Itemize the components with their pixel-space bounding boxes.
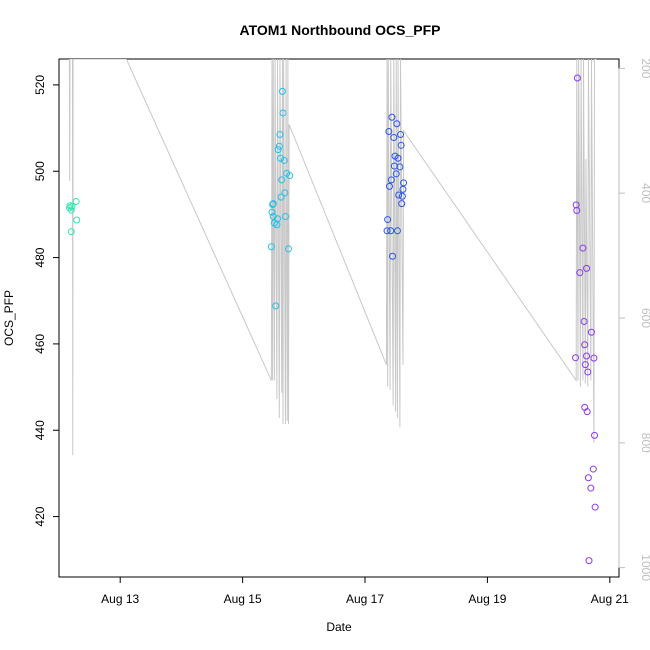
data-point [388, 113, 396, 121]
data-point [72, 197, 80, 205]
data-point [400, 179, 408, 187]
plot-frame [58, 58, 620, 578]
data-point [579, 244, 587, 252]
data-point [268, 208, 276, 216]
data-point [383, 227, 391, 235]
data-point [587, 328, 595, 336]
y-axis-label: OCS_PFP [2, 290, 16, 346]
data-point [67, 228, 75, 236]
data-point [399, 185, 407, 193]
y-tick-label: 460 [33, 334, 47, 354]
data-point [583, 264, 591, 272]
data-point [279, 109, 287, 117]
data-point [286, 172, 294, 180]
y2-tick-label: 200 [639, 58, 650, 78]
y-axis-left: 420 440 460 480 500 520 [33, 75, 60, 527]
data-point [269, 200, 277, 208]
data-point [585, 557, 593, 565]
data-point [583, 408, 591, 416]
data-point [583, 352, 591, 360]
y-tick-label: 440 [33, 420, 47, 440]
data-point [591, 503, 599, 511]
x-tick-label: Aug 21 [591, 592, 629, 606]
data-point [281, 189, 289, 197]
data-point [397, 131, 405, 139]
y-tick-label: 500 [33, 161, 47, 181]
data-point [389, 252, 397, 260]
data-point [591, 431, 599, 439]
data-point [397, 141, 405, 149]
data-point [285, 245, 293, 253]
data-point [276, 131, 284, 139]
pressure-trace-layer [68, 59, 597, 456]
data-point [275, 142, 283, 150]
data-point [385, 128, 393, 136]
data-point [584, 474, 592, 482]
data-points-layer [65, 74, 599, 565]
x-axis-label: Date [326, 620, 352, 634]
data-point [587, 484, 595, 492]
data-point [269, 213, 277, 221]
pressure-line [68, 59, 597, 456]
data-point [398, 200, 406, 208]
data-point [385, 182, 393, 190]
data-point [573, 207, 581, 215]
y-axis-right: 200 400 600 800 1000 [618, 58, 650, 581]
data-point [269, 200, 277, 208]
y-tick-label: 420 [33, 506, 47, 526]
data-point [281, 213, 289, 221]
data-point [395, 191, 403, 199]
data-point [581, 361, 589, 369]
data-point [67, 206, 75, 214]
data-point [390, 134, 398, 142]
data-point [572, 354, 580, 362]
y2-tick-label: 800 [639, 433, 650, 453]
data-point [387, 227, 395, 235]
data-point [393, 227, 401, 235]
y2-tick-label: 600 [639, 308, 650, 328]
data-point [278, 176, 286, 184]
data-point [384, 216, 392, 224]
chart-title: ATOM1 Northbound OCS_PFP [240, 22, 441, 38]
data-point [584, 368, 592, 376]
data-point [394, 154, 402, 162]
data-point [73, 216, 81, 224]
data-point [589, 465, 597, 473]
data-point [274, 146, 282, 154]
data-point [590, 354, 598, 362]
y-tick-label: 480 [33, 247, 47, 267]
data-point [278, 87, 286, 95]
y2-tick-label: 1000 [639, 554, 650, 581]
data-point [392, 170, 400, 178]
data-point [280, 156, 288, 164]
x-tick-label: Aug 13 [101, 592, 139, 606]
data-point [396, 163, 404, 171]
data-point [393, 120, 401, 128]
data-point [273, 215, 281, 223]
x-tick-label: Aug 17 [346, 592, 384, 606]
data-point [277, 154, 285, 162]
data-point [398, 192, 406, 200]
data-point [68, 203, 76, 211]
data-point [277, 193, 285, 201]
x-tick-label: Aug 15 [224, 592, 262, 606]
x-tick-label: Aug 19 [468, 592, 506, 606]
data-point [267, 243, 275, 251]
y-tick-label: 520 [33, 75, 47, 95]
y2-tick-label: 400 [639, 183, 650, 203]
data-point [573, 74, 581, 82]
data-point [272, 302, 280, 310]
data-point [581, 341, 589, 349]
data-point [387, 176, 395, 184]
data-point [576, 269, 584, 277]
data-point [580, 317, 588, 325]
x-axis: Aug 13 Aug 15 Aug 17 Aug 19 Aug 21 [101, 576, 629, 606]
